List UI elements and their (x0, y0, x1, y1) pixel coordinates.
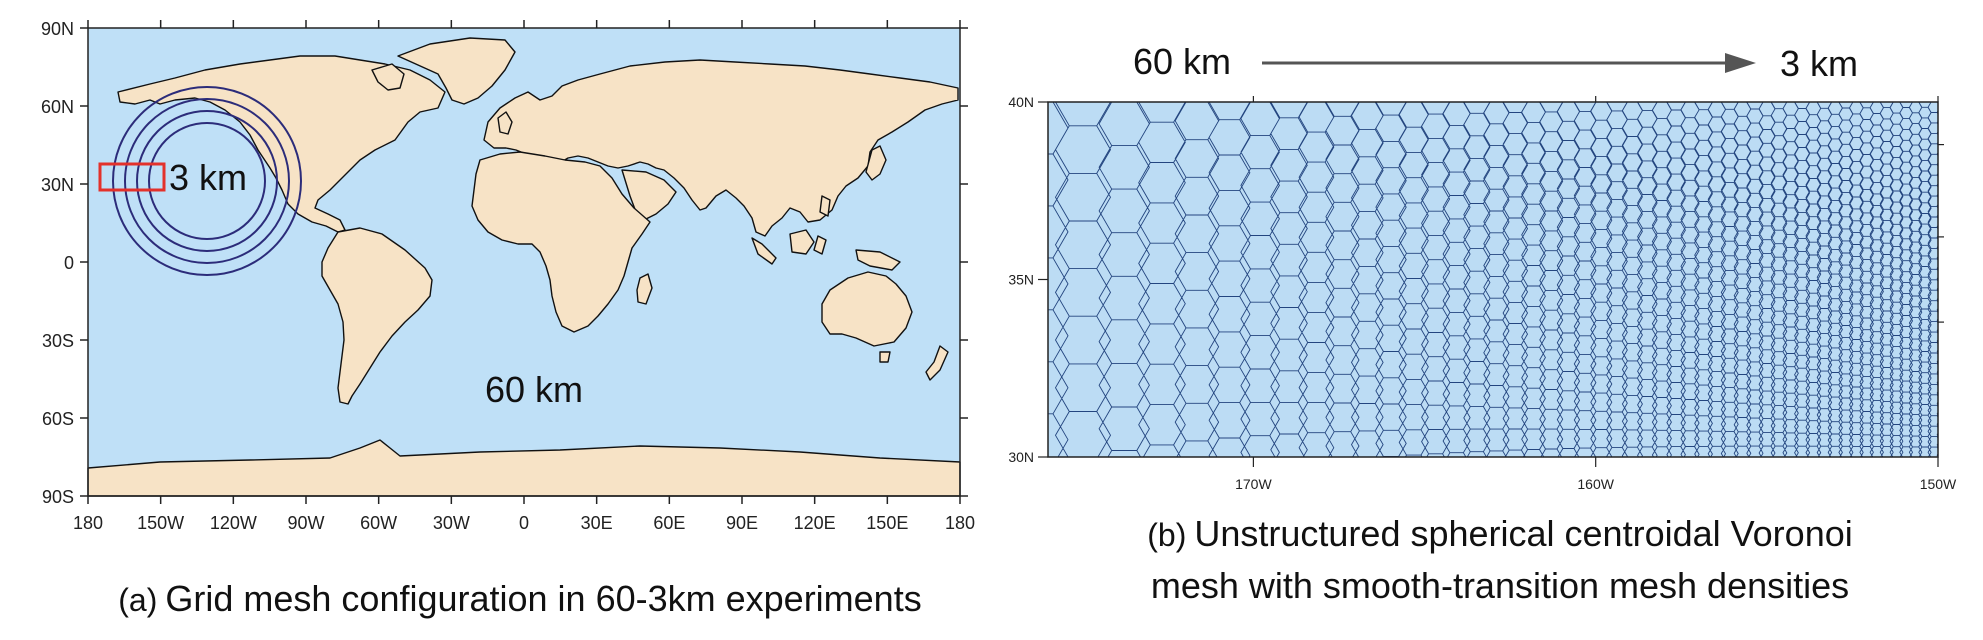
australia (821, 271, 913, 347)
y-tick-label: 60S (42, 409, 74, 429)
sumatra (751, 237, 777, 265)
x-tick-label: 120W (210, 513, 257, 533)
caption-a-tag: (a) (118, 582, 158, 618)
greenland (397, 37, 516, 105)
x-tick-label: 90E (726, 513, 758, 533)
panel-b-axes: 40N 35N 30N 170W 160W 150W (1008, 94, 1957, 492)
mesh-y-tick-label: 40N (1008, 94, 1034, 110)
y-tick-label: 90S (42, 487, 74, 507)
y-tick-label: 90N (41, 19, 74, 39)
caption-b: (b) Unstructured spherical centroidal Vor… (1060, 512, 1940, 616)
arrow-head (1725, 53, 1756, 73)
x-tick-label: 60E (653, 513, 685, 533)
y-tick-label: 30N (41, 175, 74, 195)
x-tick-label: 30E (581, 513, 613, 533)
north-america (117, 55, 446, 233)
caption-b-tag: (b) (1147, 517, 1187, 553)
arrow-end-label: 3 km (1780, 43, 1858, 84)
mesh-y-tick-label: 30N (1008, 449, 1034, 465)
eurasia (483, 59, 959, 237)
x-tick-label: 60W (360, 513, 397, 533)
x-tick-label: 90W (287, 513, 324, 533)
x-tick-label: 120E (794, 513, 836, 533)
caption-b-line1: Unstructured spherical centroidal Vorono… (1194, 513, 1853, 554)
ring-2 (136, 110, 278, 252)
x-tick-label: 180 (945, 513, 975, 533)
y-tick-label: 30S (42, 331, 74, 351)
british-isles (497, 111, 513, 135)
caption-a: (a) Grid mesh configuration in 60-3km exp… (30, 578, 1010, 620)
continents (87, 37, 961, 497)
africa (471, 151, 651, 333)
arrow-start-label: 60 km (1133, 41, 1231, 82)
south-america (321, 227, 433, 405)
ring-3 (124, 98, 290, 264)
panel-a-axes: 90N 60N 30N 0 30S 60S 90S 180 150W 120W 90W 60W 30W 0… (41, 19, 975, 533)
y-tick-label: 0 (64, 253, 74, 273)
mesh-x-tick-label: 150W (1920, 476, 1957, 492)
arabian-peninsula (621, 169, 677, 221)
madagascar (636, 273, 653, 305)
fine-domain-box (98, 162, 166, 192)
panel-a-map: 3 km 60 km 90N 60N 30N 0 30S 60S 90S 180 150W 120… (41, 19, 975, 533)
refinement-rings (112, 86, 302, 276)
caption-b-line2: mesh with smooth-transition mesh densiti… (1150, 565, 1850, 606)
borneo (789, 229, 815, 255)
panel-b-mesh: 60 km 3 km 40N 35N 30N 170W 160W 150W (1008, 41, 1957, 492)
baffin-island (371, 63, 405, 91)
philippines (819, 195, 831, 217)
ring-outer (112, 86, 302, 276)
coarse-resolution-label: 60 km (485, 369, 583, 410)
mesh-plot-area (1048, 102, 1938, 457)
mesh-x-tick-label: 170W (1235, 476, 1272, 492)
voronoi-mesh-edges (1048, 102, 1938, 457)
sulawesi (813, 235, 827, 255)
mesh-x-tick-label: 160W (1577, 476, 1614, 492)
mesh-background (1048, 102, 1938, 457)
caption-a-text: Grid mesh configuration in 60-3km experi… (165, 578, 922, 619)
x-tick-label: 30W (433, 513, 470, 533)
fine-resolution-label: 3 km (169, 157, 247, 198)
x-tick-label: 150E (866, 513, 908, 533)
x-tick-label: 150W (137, 513, 184, 533)
japan (865, 145, 887, 181)
tasmania (879, 351, 891, 363)
new-guinea (855, 249, 901, 271)
y-tick-label: 60N (41, 97, 74, 117)
x-tick-label: 0 (519, 513, 529, 533)
x-tick-label: 180 (73, 513, 103, 533)
ring-inner (148, 122, 266, 240)
new-zealand (925, 345, 949, 381)
mesh-y-tick-label: 35N (1008, 272, 1034, 288)
